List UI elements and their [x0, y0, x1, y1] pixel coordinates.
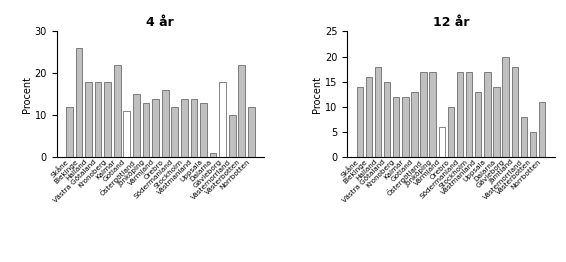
Title: 4 år: 4 år — [147, 16, 174, 29]
Bar — [181, 99, 188, 157]
Bar — [85, 82, 92, 157]
Bar — [384, 82, 391, 157]
Bar — [539, 102, 545, 157]
Bar — [171, 107, 178, 157]
Title: 12 år: 12 år — [432, 16, 469, 29]
Bar — [484, 72, 491, 157]
Bar — [191, 99, 197, 157]
Bar — [133, 94, 140, 157]
Bar — [503, 57, 509, 157]
Bar — [219, 82, 226, 157]
Bar — [411, 92, 418, 157]
Bar — [200, 103, 207, 157]
Bar — [393, 97, 400, 157]
Bar — [357, 87, 363, 157]
Y-axis label: Procent: Procent — [22, 76, 32, 113]
Bar — [494, 87, 500, 157]
Bar — [162, 90, 169, 157]
Bar — [238, 65, 245, 157]
Bar — [248, 107, 255, 157]
Bar — [439, 127, 445, 157]
Bar — [530, 132, 536, 157]
Bar — [76, 48, 82, 157]
Bar — [123, 111, 130, 157]
Bar — [366, 77, 372, 157]
Bar — [114, 65, 121, 157]
Bar — [95, 82, 101, 157]
Y-axis label: Procent: Procent — [312, 76, 322, 113]
Bar — [209, 153, 216, 157]
Bar — [430, 72, 436, 157]
Bar — [402, 97, 409, 157]
Bar — [512, 67, 518, 157]
Bar — [152, 99, 159, 157]
Bar — [448, 107, 454, 157]
Bar — [375, 67, 381, 157]
Bar — [457, 72, 463, 157]
Bar — [229, 115, 235, 157]
Bar — [466, 72, 473, 157]
Bar — [143, 103, 149, 157]
Bar — [66, 107, 73, 157]
Bar — [104, 82, 111, 157]
Bar — [475, 92, 482, 157]
Bar — [421, 72, 427, 157]
Bar — [521, 117, 527, 157]
